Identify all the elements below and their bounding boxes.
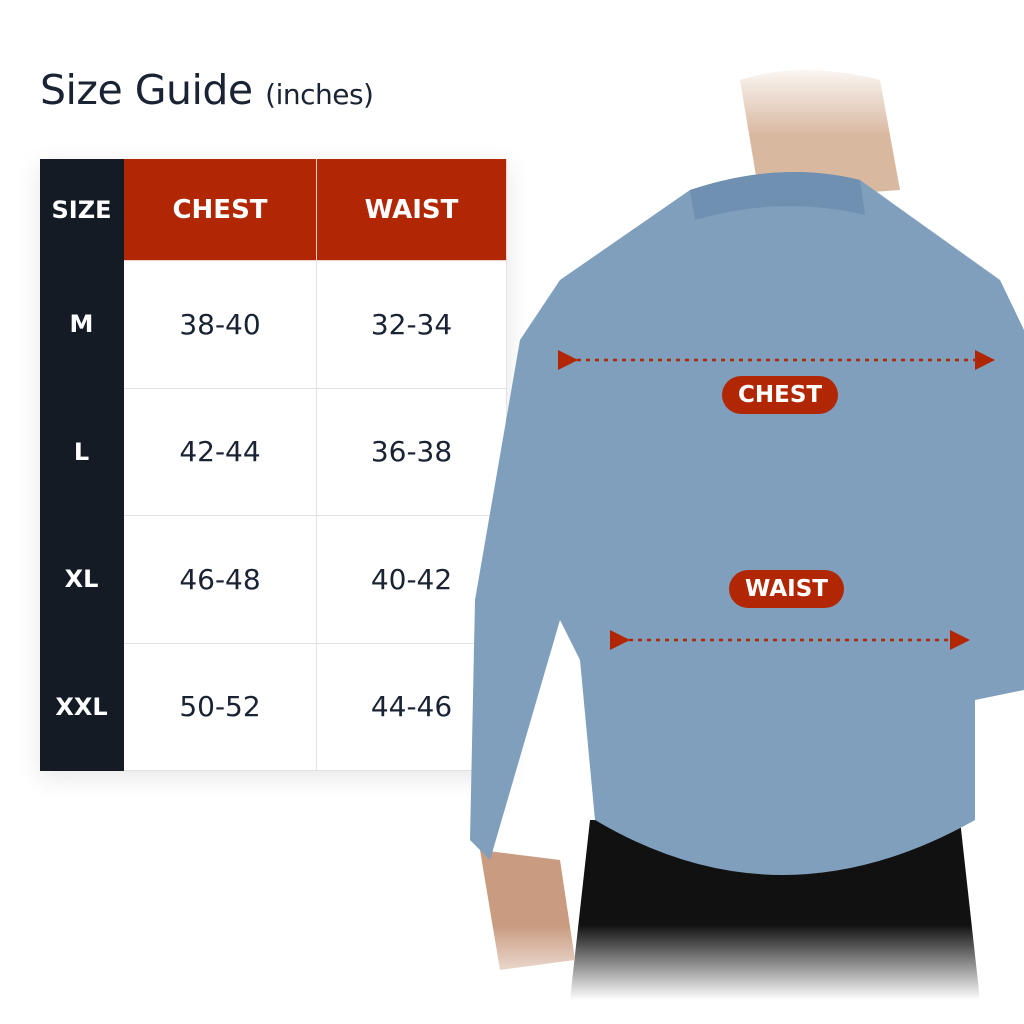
- chest-cell: 50-52: [124, 643, 317, 771]
- chest-cell: 38-40: [124, 261, 317, 389]
- title-text: Size Guide: [40, 66, 253, 114]
- header-chest: CHEST: [124, 159, 317, 261]
- chest-cell: 46-48: [124, 516, 317, 644]
- table-row: M 38-40 32-34: [40, 261, 507, 389]
- size-cell: L: [40, 388, 124, 516]
- size-table: SIZE CHEST WAIST M 38-40 32-34 L 42-44 3…: [40, 159, 507, 771]
- size-cell: M: [40, 261, 124, 389]
- waist-cell: 44-46: [317, 643, 507, 771]
- shirt-photo: [460, 60, 1024, 1000]
- waist-label: WAIST: [729, 570, 844, 608]
- waist-cell: 32-34: [317, 261, 507, 389]
- chest-label: CHEST: [722, 376, 839, 414]
- table-row: XL 46-48 40-42: [40, 516, 507, 644]
- header-size: SIZE: [40, 159, 124, 261]
- table-header: SIZE CHEST WAIST: [40, 159, 507, 261]
- size-cell: XXL: [40, 643, 124, 771]
- chest-cell: 42-44: [124, 388, 317, 516]
- waist-cell: 40-42: [317, 516, 507, 644]
- table-row: XXL 50-52 44-46: [40, 643, 507, 771]
- size-cell: XL: [40, 516, 124, 644]
- table-row: L 42-44 36-38: [40, 388, 507, 516]
- title-unit: (inches): [265, 78, 374, 111]
- page-title: Size Guide (inches): [40, 66, 374, 114]
- waist-cell: 36-38: [317, 388, 507, 516]
